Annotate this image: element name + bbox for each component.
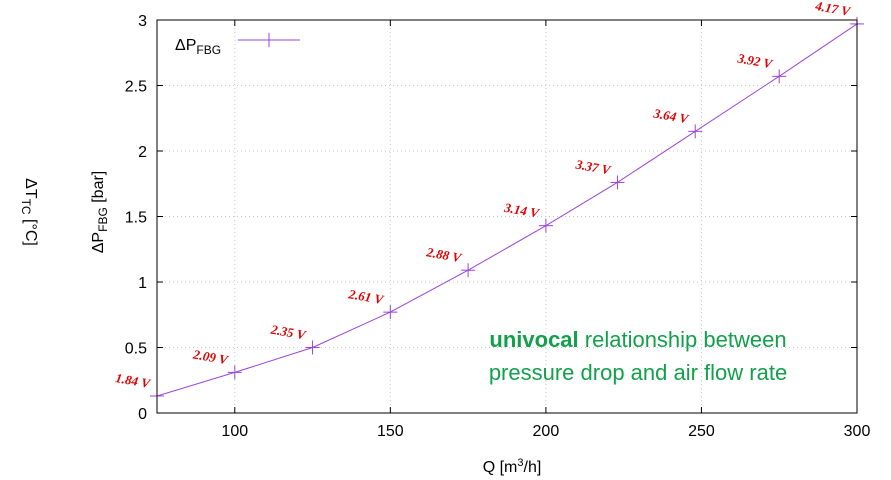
x-tick-label: 200: [533, 423, 560, 440]
y-tick-label: 1: [138, 275, 147, 292]
legend-label: ΔPFBG: [175, 37, 221, 57]
point-labels: 1.84 V 2.09 V 2.35 V 2.61 V 2.88 V 3.14 V 3.37…: [114, 0, 852, 391]
grid: [157, 20, 857, 413]
y2-axis-label: ΔTTC [°C]: [19, 178, 39, 246]
point-label: 2.88 V: [424, 244, 463, 265]
ticks: 100 150 200 250 300 0 0.5 1 1.5 2 2.5 3: [125, 13, 871, 440]
x-tick-label: 100: [221, 423, 248, 440]
y-tick-label: 3: [138, 13, 147, 30]
data-point: [383, 305, 398, 320]
point-label: 3.64 V: [652, 105, 691, 126]
point-label: 1.84 V: [114, 370, 152, 391]
point-label: 3.92 V: [736, 50, 775, 71]
point-label: 2.35 V: [269, 321, 308, 342]
series-line: [156, 23, 858, 397]
annotation-line-2: pressure drop and air flow rate: [489, 360, 787, 385]
y-tick-label: 0.5: [125, 341, 147, 358]
curve-layer: [156, 23, 858, 397]
legend: ΔPFBG: [175, 33, 300, 57]
annotation-line-1: univocal relationship between: [489, 327, 786, 352]
y-tick-label: 2: [138, 144, 147, 161]
data-point: [461, 263, 476, 278]
y-tick-label: 2.5: [125, 79, 147, 96]
x-tick-label: 250: [688, 423, 715, 440]
data-point: [610, 175, 625, 190]
y-axis-label: ΔPFBG [bar]: [90, 171, 110, 254]
point-label: 3.14 V: [502, 200, 541, 221]
data-point: [688, 124, 703, 139]
x-tick-label: 300: [844, 423, 871, 440]
point-label: 4.17 V: [813, 0, 852, 19]
point-label: 3.37 V: [574, 156, 613, 177]
point-label: 2.09 V: [191, 346, 230, 367]
y-tick-label: 1.5: [125, 210, 147, 227]
y-tick-label: 0: [138, 406, 147, 423]
x-tick-label: 150: [377, 423, 404, 440]
x-axis-label: Q [m3/h]: [483, 457, 542, 476]
point-label: 2.61 V: [347, 286, 386, 307]
data-point: [772, 69, 787, 84]
data-point: [305, 340, 320, 355]
data-point: [227, 365, 242, 380]
annotation-bold-word: univocal: [489, 327, 578, 352]
data-point: [538, 218, 553, 233]
